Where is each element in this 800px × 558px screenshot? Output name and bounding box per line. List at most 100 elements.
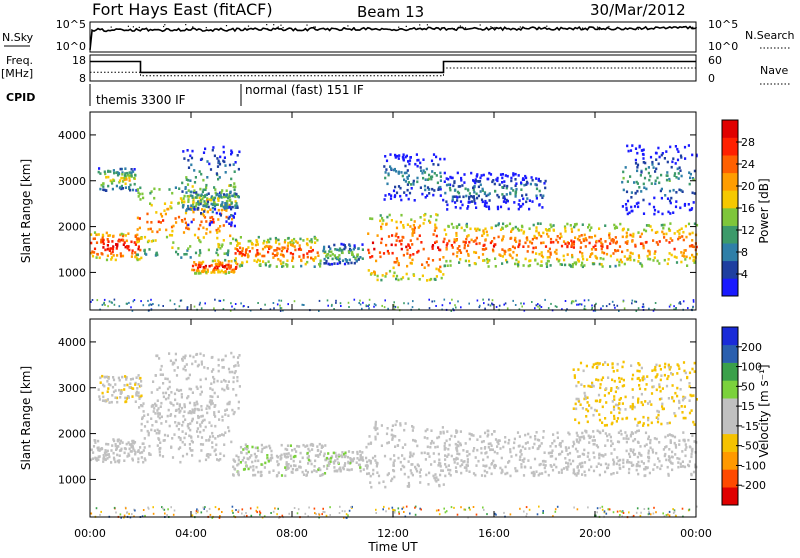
data-cell <box>463 229 466 232</box>
data-cell <box>675 261 679 264</box>
data-cell <box>643 228 646 232</box>
data-cell <box>527 245 530 248</box>
data-cell <box>691 191 694 195</box>
data-cell <box>412 179 415 183</box>
data-cell <box>237 472 240 476</box>
data-cell <box>626 199 630 203</box>
data-cell <box>636 189 639 193</box>
data-cell <box>211 259 214 263</box>
data-cell <box>472 449 475 453</box>
data-cell <box>221 243 224 246</box>
data-cell <box>127 452 130 456</box>
scatter-cell <box>435 305 437 307</box>
data-cell <box>478 228 481 232</box>
data-cell <box>143 235 147 239</box>
data-cell <box>185 191 188 194</box>
data-cell <box>642 415 645 419</box>
data-cell <box>391 477 394 481</box>
data-cell <box>621 250 624 254</box>
data-cell <box>397 185 401 188</box>
data-cell <box>504 174 507 177</box>
data-cell <box>674 205 678 209</box>
data-cell <box>280 474 284 477</box>
scatter-cell <box>449 302 451 305</box>
data-cell <box>632 448 635 452</box>
colorbar-frame <box>721 326 739 506</box>
data-cell <box>547 250 550 253</box>
data-cell <box>254 473 257 477</box>
data-cell <box>502 222 505 226</box>
data-cell <box>236 154 239 157</box>
data-cell <box>644 400 647 403</box>
data-cell <box>694 463 697 467</box>
data-cell <box>135 390 138 394</box>
data-cell <box>451 198 454 201</box>
data-cell <box>491 248 495 252</box>
data-cell <box>537 231 540 235</box>
data-cell <box>314 241 317 244</box>
scatter-cell <box>368 307 370 310</box>
data-cell <box>580 264 583 267</box>
data-cell <box>91 457 94 460</box>
data-cell <box>208 162 211 166</box>
data-cell <box>140 394 143 398</box>
data-cell <box>296 444 299 448</box>
data-cell <box>136 258 139 262</box>
data-cell <box>427 257 430 260</box>
data-cell <box>276 252 279 255</box>
data-cell <box>275 253 278 257</box>
data-cell <box>202 354 205 357</box>
scatter-cell <box>296 512 299 515</box>
data-cell <box>107 247 110 251</box>
data-cell <box>586 455 589 458</box>
cpid-mode-1: normal (fast) 151 IF <box>245 83 364 97</box>
data-cell <box>128 186 131 189</box>
scatter-cell <box>393 511 396 514</box>
data-cell <box>439 171 442 175</box>
data-cell <box>633 405 636 409</box>
data-cell <box>419 468 422 471</box>
data-cell <box>229 190 232 194</box>
data-cell <box>322 465 326 468</box>
data-cell <box>206 160 209 163</box>
data-cell <box>685 235 688 239</box>
data-cell <box>155 431 158 435</box>
data-cell <box>379 214 382 217</box>
data-cell <box>242 468 246 471</box>
data-cell <box>336 248 339 252</box>
data-cell <box>120 184 123 188</box>
data-cell <box>168 385 171 389</box>
data-cell <box>187 426 190 430</box>
data-cell <box>221 387 224 391</box>
data-cell <box>248 250 251 253</box>
nsearch-point <box>127 25 129 27</box>
data-cell <box>180 256 183 259</box>
data-cell <box>664 452 667 456</box>
data-cell <box>595 378 598 381</box>
data-cell <box>224 380 227 383</box>
data-cell <box>599 463 603 467</box>
data-cell <box>682 238 685 242</box>
data-cell <box>206 200 210 204</box>
data-cell <box>459 443 462 447</box>
scatter-cell <box>149 303 151 306</box>
data-cell <box>102 454 105 457</box>
data-cell <box>671 450 674 454</box>
data-cell <box>488 259 491 262</box>
data-cell <box>118 388 121 392</box>
data-cell <box>411 243 414 246</box>
data-cell <box>361 451 364 454</box>
data-cell <box>189 387 193 391</box>
data-cell <box>572 459 575 463</box>
data-cell <box>651 369 654 372</box>
data-cell <box>609 254 612 258</box>
data-cell <box>668 448 671 451</box>
data-cell <box>640 149 643 152</box>
data-cell <box>233 371 236 375</box>
data-cell <box>485 194 488 198</box>
data-cell <box>691 239 694 242</box>
data-cell <box>173 392 177 396</box>
data-cell <box>477 185 480 189</box>
data-cell <box>131 377 134 381</box>
data-cell <box>356 254 359 258</box>
